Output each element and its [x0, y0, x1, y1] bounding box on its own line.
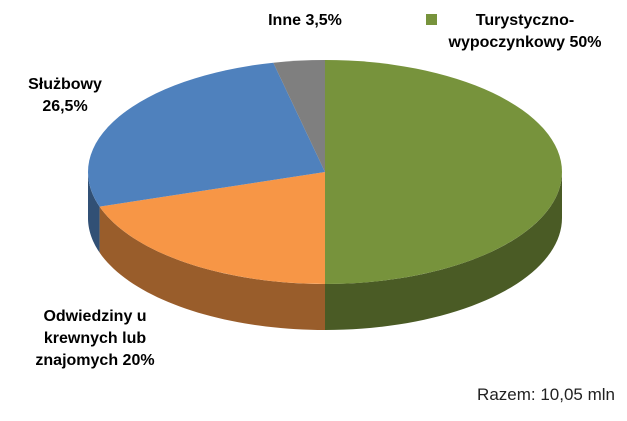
value-label: 26,5% — [42, 98, 88, 115]
legend-swatch — [426, 14, 437, 25]
value-label: 3,5% — [305, 12, 342, 29]
slice-side — [325, 172, 562, 330]
chart-note: Razem: 10,05 mln — [477, 385, 615, 404]
category-label: Służbowy — [28, 76, 102, 93]
category-label: Odwiedziny u krewnych lub znajomych — [35, 308, 147, 369]
slice-label: Odwiedziny u krewnych lub znajomych 20% — [10, 306, 180, 372]
slice-label: Inne 3,5% — [265, 10, 345, 32]
slice — [87, 62, 325, 207]
slice-side — [88, 172, 100, 253]
value-label: 50% — [569, 34, 602, 51]
slice-side — [99, 206, 325, 330]
slice-label: Służbowy 26,5% — [5, 74, 125, 118]
slice — [273, 60, 325, 172]
value-label: 20% — [122, 352, 155, 369]
category-label: Turystyczno-wypoczynkowy — [448, 12, 575, 51]
category-label: Inne — [268, 12, 301, 29]
slice-label: Turystyczno-wypoczynkowy 50% — [430, 10, 620, 54]
slice — [99, 172, 325, 284]
slice — [325, 60, 562, 284]
